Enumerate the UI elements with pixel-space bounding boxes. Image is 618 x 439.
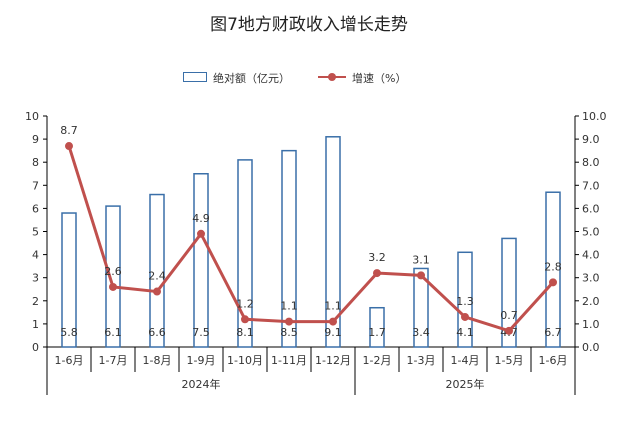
y-left-tick-label: 3 [32,272,39,285]
y-left-tick-label: 2 [32,295,39,308]
y-right-tick-label: 7.0 [582,179,600,192]
bar-value-label: 8.1 [236,326,254,339]
x-tick-label: 1-3月 [407,354,436,367]
x-group-label: 2025年 [446,377,485,391]
y-left-tick-label: 4 [32,249,39,262]
chart-title: 图7地方财政收入增长走势 [210,15,408,35]
line-value-label: 4.9 [192,212,210,225]
growth-point [417,271,425,280]
growth-point [65,142,73,151]
line-value-label: 1.1 [324,300,342,313]
y-left-tick-label: 10 [25,110,39,123]
bar-value-label: 6.1 [104,326,122,339]
x-tick-label: 1-6月 [539,354,568,367]
bar-value-label: 6.7 [544,326,562,339]
y-left-tick-label: 7 [32,179,39,192]
bar [369,306,385,348]
y-right-tick-label: 2.0 [582,295,600,308]
bar [149,193,165,348]
bar [545,191,561,348]
line-value-label: 1.1 [280,300,298,313]
bar [281,149,297,348]
y-right-tick-label: 1.0 [582,318,600,331]
x-tick-label: 1-4月 [451,354,480,367]
bar [61,212,77,348]
x-tick-label: 1-10月 [227,354,263,367]
growth-point [109,282,117,291]
bar [325,136,341,348]
y-right-tick-label: 5.0 [582,226,600,239]
bar-value-label: 4.7 [500,326,518,339]
y-right-tick-label: 6.0 [582,202,600,215]
bar [193,173,209,348]
y-right-tick-label: 4.0 [582,249,600,262]
bar-value-label: 9.1 [324,326,342,339]
growth-point [549,278,557,287]
bar-value-label: 7.5 [192,326,210,339]
growth-point [285,317,293,326]
growth-point [461,312,469,321]
x-tick-label: 1-2月 [363,354,392,367]
bar-value-label: 8.5 [280,326,298,339]
chart-legend: 绝对额（亿元） 增速（%） [0,70,618,86]
y-right-tick-label: 9.0 [582,133,600,146]
bar-value-label: 3.4 [412,326,430,339]
x-tick-label: 1-6月 [55,354,84,367]
line-value-label: 2.8 [544,260,562,273]
line-value-label: 1.3 [456,295,474,308]
bar-value-label: 1.7 [368,326,386,339]
growth-point [505,326,513,335]
y-right-tick-label: 0.0 [582,341,600,354]
line-value-label: 3.2 [368,251,386,264]
x-tick-label: 1-7月 [99,354,128,367]
growth-point [153,287,161,296]
y-left-tick-label: 5 [32,226,39,239]
legend-line-label: 增速（%） [352,72,407,85]
x-group-label: 2024年 [182,377,221,391]
bar-value-label: 4.1 [456,326,474,339]
x-tick-label: 1-12月 [315,354,351,367]
bar [105,205,121,348]
bar [457,251,473,348]
growth-point [197,229,205,238]
line-value-label: 2.4 [148,270,166,283]
line-value-label: 0.7 [500,309,518,322]
line-value-label: 3.1 [412,253,430,266]
line-value-label: 2.6 [104,265,122,278]
bar-value-label: 6.6 [148,326,166,339]
growth-line [67,145,555,333]
y-left-tick-label: 0 [32,341,39,354]
growth-point [241,315,249,324]
legend-bar-label: 绝对额（亿元） [213,72,290,85]
x-tick-label: 1-11月 [271,354,307,367]
y-right-tick-label: 8.0 [582,156,600,169]
bar [501,237,517,348]
bar [413,267,429,348]
x-tick-label: 1-9月 [187,354,216,367]
y-left-tick-label: 8 [32,156,39,169]
growth-point [373,269,381,278]
growth-point [329,317,337,326]
bar-value-label: 5.8 [60,326,78,339]
legend-bar-swatch [183,72,207,82]
line-value-label: 1.2 [236,297,254,310]
y-left-tick-label: 9 [32,133,39,146]
y-right-tick-label: 10.0 [582,110,607,123]
y-left-tick-label: 6 [32,202,39,215]
bar [237,159,253,348]
x-tick-label: 1-8月 [143,354,172,367]
x-tick-label: 1-5月 [495,354,524,367]
line-value-label: 8.7 [60,124,78,137]
y-right-tick-label: 3.0 [582,272,600,285]
y-left-tick-label: 1 [32,318,39,331]
legend-line-swatch [318,73,346,81]
